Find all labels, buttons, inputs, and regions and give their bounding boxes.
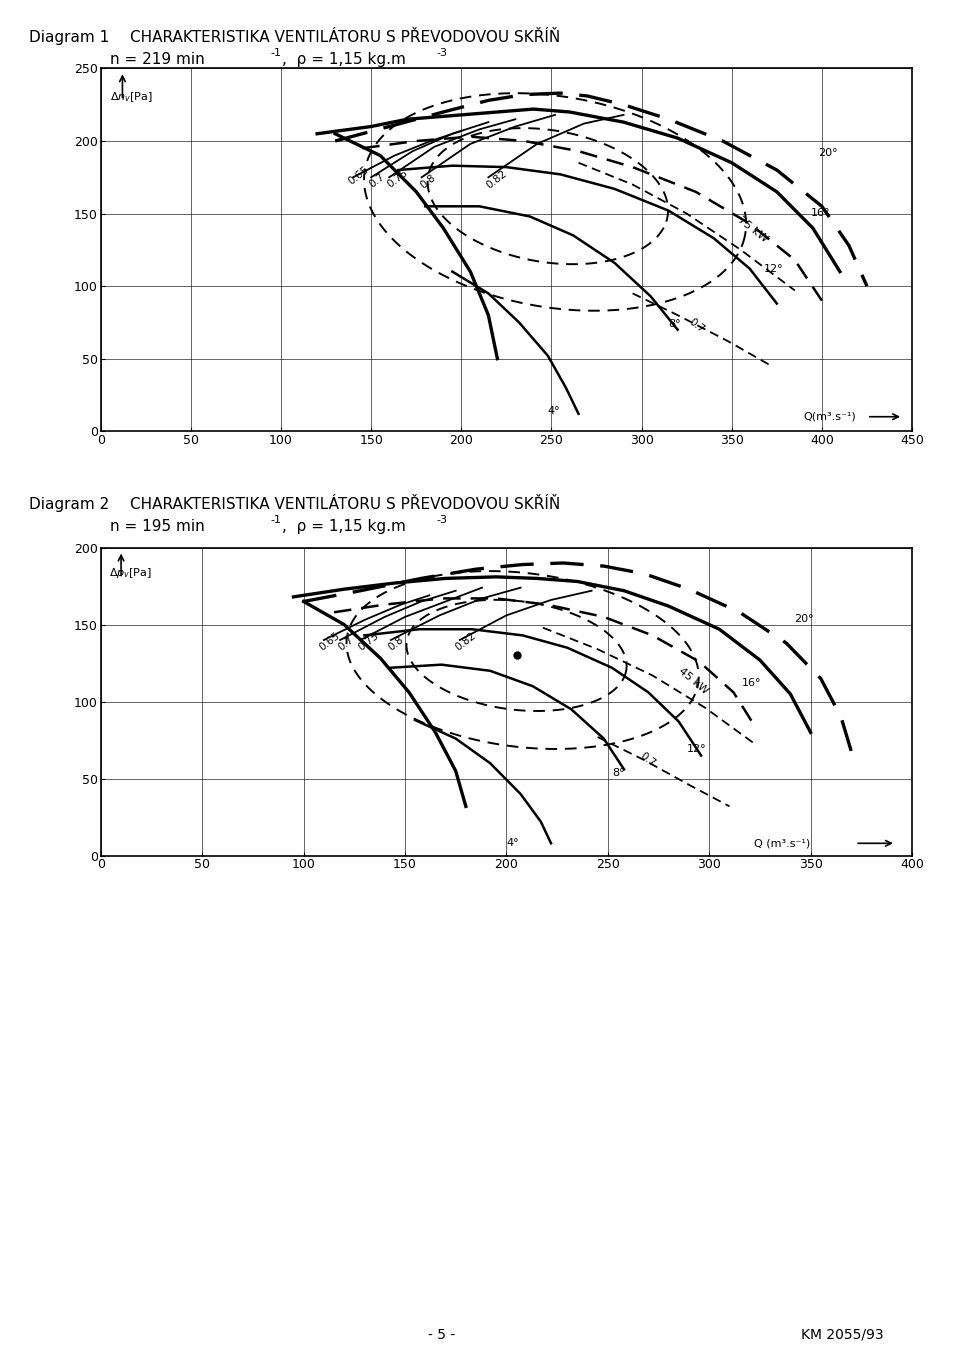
- Text: CHARAKTERISTIKA VENTILÁTORU S PŘEVODOVOU SKŘÍŇ: CHARAKTERISTIKA VENTILÁTORU S PŘEVODOVOU…: [130, 30, 560, 45]
- Text: 0.7: 0.7: [638, 750, 658, 768]
- Text: 12°: 12°: [687, 745, 707, 754]
- Text: Q(m³.s⁻¹): Q(m³.s⁻¹): [804, 412, 856, 422]
- Text: 0.7: 0.7: [336, 635, 355, 653]
- Text: 75 kW: 75 kW: [735, 215, 769, 245]
- Text: 0.65: 0.65: [346, 164, 371, 186]
- Text: 0.82: 0.82: [485, 168, 509, 190]
- Text: 4°: 4°: [507, 838, 519, 849]
- Text: 8°: 8°: [612, 768, 625, 778]
- Text: Q (m³.s⁻¹): Q (m³.s⁻¹): [754, 838, 810, 849]
- Text: Diagram 1: Diagram 1: [29, 30, 109, 45]
- Text: -3: -3: [437, 48, 447, 57]
- Text: -1: -1: [271, 515, 281, 524]
- Text: n = 195 min: n = 195 min: [110, 519, 205, 534]
- Text: 4°: 4°: [548, 405, 561, 416]
- Text: ,  ρ = 1,15 kg.m: , ρ = 1,15 kg.m: [282, 52, 406, 67]
- Text: 8°: 8°: [668, 319, 682, 329]
- Text: ,  ρ = 1,15 kg.m: , ρ = 1,15 kg.m: [282, 519, 406, 534]
- Text: Diagram 2: Diagram 2: [29, 497, 109, 512]
- Text: 16°: 16°: [811, 208, 830, 219]
- Text: $\Delta p_v$[Pa]: $\Delta p_v$[Pa]: [108, 567, 152, 580]
- Text: 12°: 12°: [764, 264, 783, 274]
- Text: n = 219 min: n = 219 min: [110, 52, 205, 67]
- Text: 0.7: 0.7: [368, 171, 387, 189]
- Text: 0.75: 0.75: [386, 167, 410, 189]
- Text: 0.7: 0.7: [686, 316, 706, 334]
- Text: 0.75: 0.75: [356, 631, 381, 653]
- Text: 0.82: 0.82: [454, 631, 478, 653]
- Text: 45 kW: 45 kW: [677, 665, 710, 695]
- Text: - 5 -: - 5 -: [428, 1328, 455, 1342]
- Text: 0.65: 0.65: [318, 631, 342, 653]
- Text: 0.8: 0.8: [418, 172, 437, 190]
- Text: 20°: 20°: [794, 613, 814, 623]
- Text: -3: -3: [437, 515, 447, 524]
- Text: KM 2055/93: KM 2055/93: [801, 1328, 883, 1342]
- Text: CHARAKTERISTIKA VENTILÁTORU S PŘEVODOVOU SKŘÍŇ: CHARAKTERISTIKA VENTILÁTORU S PŘEVODOVOU…: [130, 497, 560, 512]
- Text: 20°: 20°: [818, 148, 838, 157]
- Text: 16°: 16°: [742, 678, 761, 689]
- Text: -1: -1: [271, 48, 281, 57]
- Text: 0.8: 0.8: [387, 635, 406, 653]
- Text: $\Delta n_v$[Pa]: $\Delta n_v$[Pa]: [109, 90, 153, 104]
